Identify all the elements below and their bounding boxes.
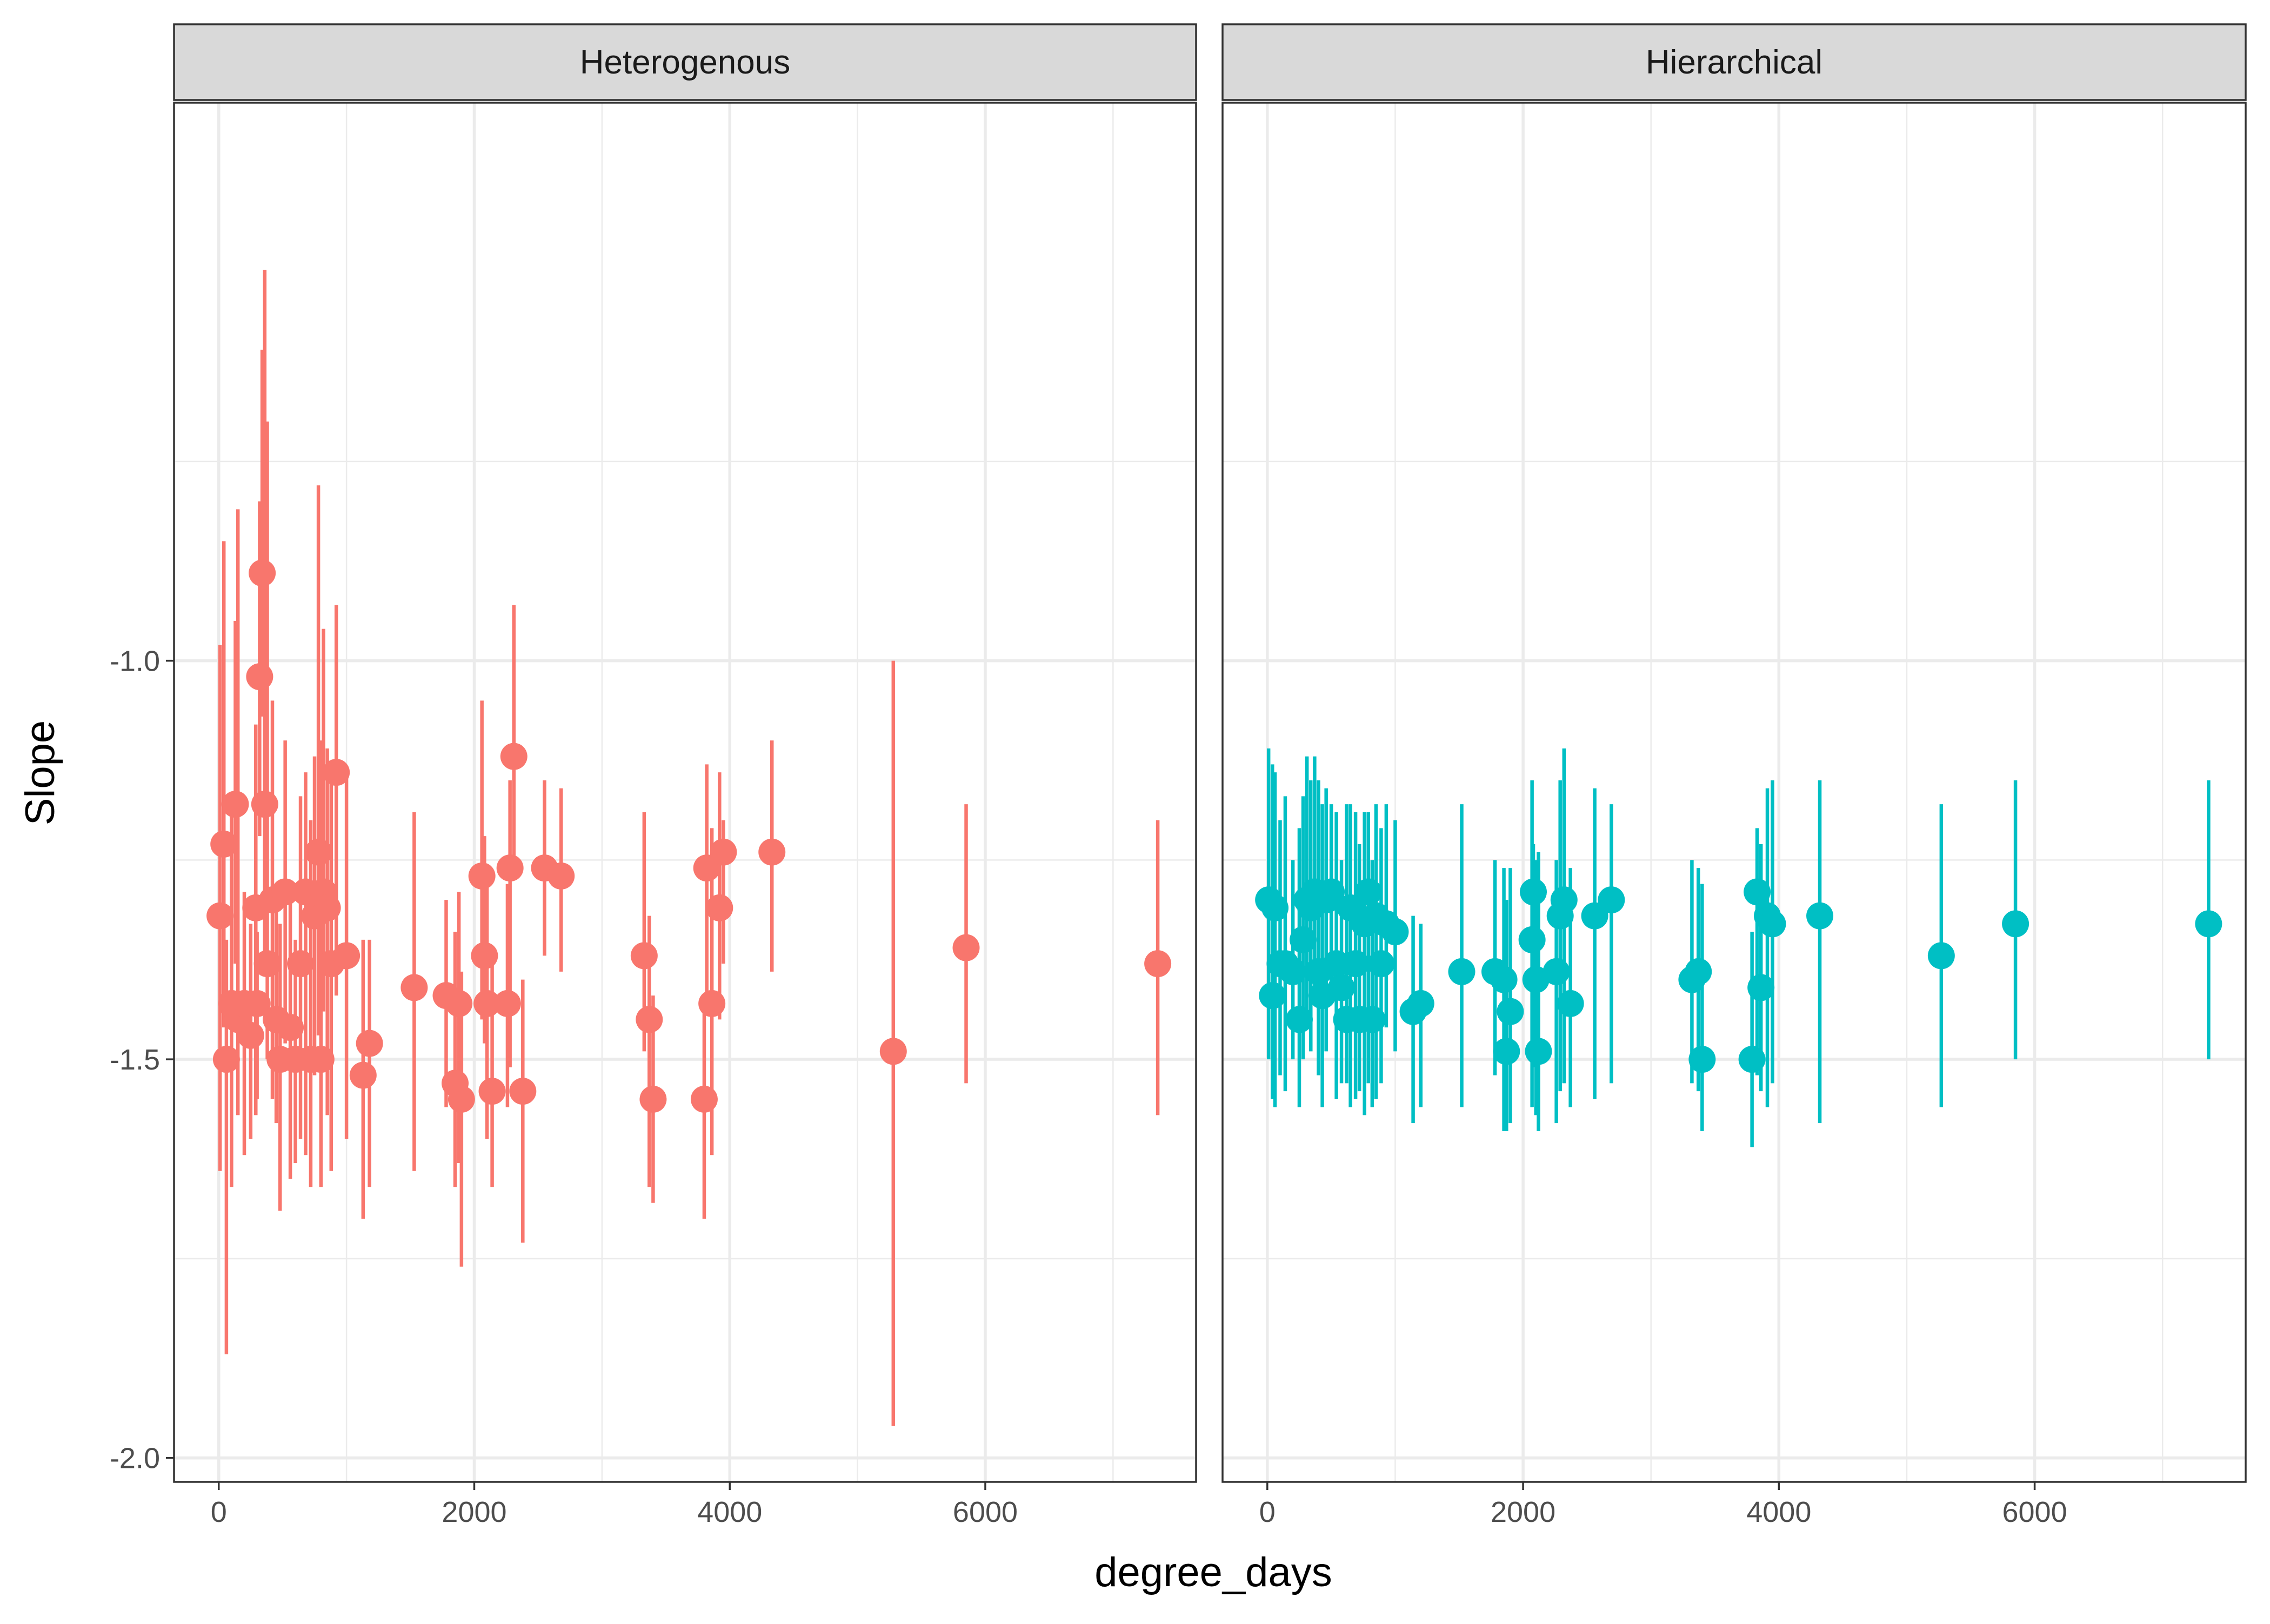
data-point (206, 903, 233, 930)
data-point (1290, 926, 1317, 953)
data-point (1551, 886, 1578, 913)
facet-strip-label: Hierarchical (1646, 44, 1822, 81)
x-tick-label: 2000 (1491, 1496, 1555, 1528)
data-point (314, 894, 341, 921)
data-point (1557, 990, 1584, 1017)
data-point (1259, 982, 1286, 1009)
panel-background (1223, 103, 2246, 1482)
data-point (880, 1038, 907, 1065)
data-point (1359, 1006, 1386, 1033)
data-point (305, 839, 332, 866)
data-point (251, 791, 278, 818)
data-point (1747, 974, 1774, 1001)
data-point (548, 863, 575, 890)
data-point (1685, 958, 1712, 985)
data-point (1543, 958, 1570, 985)
data-point (494, 990, 521, 1017)
y-tick-label: -1.5 (110, 1044, 160, 1076)
data-point (631, 942, 658, 969)
data-point (497, 854, 524, 881)
data-point (2002, 910, 2029, 937)
data-point (1144, 950, 1171, 977)
y-tick-label: -2.0 (110, 1442, 160, 1475)
x-tick-label: 6000 (953, 1496, 1018, 1528)
data-point (1328, 974, 1355, 1001)
data-point (758, 839, 785, 866)
data-point (237, 1022, 264, 1049)
data-point (1525, 1038, 1552, 1065)
data-point (1928, 942, 1955, 969)
data-point (1448, 958, 1475, 985)
panel-heterogenous: Heterogenous 0 2000 4000 6000 -2.0 -1.5 -1.0 (110, 24, 1196, 1528)
data-point (710, 839, 737, 866)
data-point (471, 942, 498, 969)
data-point (1367, 950, 1394, 977)
data-point (1381, 918, 1408, 945)
data-point (1407, 990, 1434, 1017)
data-point (333, 942, 360, 969)
data-point (249, 559, 276, 586)
x-tick-label: 0 (211, 1496, 227, 1528)
data-point (213, 1046, 240, 1073)
data-point (479, 1078, 506, 1105)
data-point (469, 863, 496, 890)
data-point (448, 1086, 475, 1113)
data-point (246, 663, 273, 690)
data-point (287, 950, 314, 977)
data-point (698, 990, 725, 1017)
panel-hierarchical: Hierarchical 0 2000 4000 6000 (1223, 24, 2246, 1528)
data-point (1519, 926, 1546, 953)
data-point (2195, 910, 2222, 937)
data-point (1520, 878, 1547, 905)
x-tick-label: 0 (1259, 1496, 1276, 1528)
data-point (277, 1014, 304, 1041)
data-point (1342, 950, 1369, 977)
data-point (1286, 1006, 1313, 1033)
data-point (356, 1030, 383, 1057)
data-point (1491, 966, 1518, 993)
data-point (222, 791, 249, 818)
data-point (1261, 894, 1288, 921)
data-point (706, 894, 733, 921)
data-point (1744, 878, 1771, 905)
data-point (1279, 958, 1306, 985)
data-point (323, 759, 350, 786)
data-point (691, 1086, 718, 1113)
data-point (1806, 903, 1833, 930)
data-point (1739, 1046, 1766, 1073)
x-tick-label: 6000 (2002, 1496, 2067, 1528)
data-point (350, 1062, 377, 1089)
data-point (1598, 886, 1625, 913)
x-axis-title: degree_days (1094, 1549, 1332, 1595)
data-point (254, 950, 281, 977)
data-point (1759, 910, 1786, 937)
y-tick-label: -1.0 (110, 645, 160, 678)
data-point (445, 990, 472, 1017)
data-point (1497, 998, 1524, 1025)
data-point (210, 831, 237, 858)
x-tick-label: 4000 (1746, 1496, 1811, 1528)
x-tick-label: 2000 (442, 1496, 506, 1528)
y-axis-title: Slope (17, 720, 63, 825)
data-point (400, 974, 428, 1001)
data-point (509, 1078, 536, 1105)
data-point (500, 743, 528, 770)
data-point (308, 1046, 335, 1073)
facet-strip-label: Heterogenous (580, 44, 791, 81)
data-point (953, 934, 980, 961)
data-point (1355, 878, 1382, 905)
data-point (636, 1006, 663, 1033)
data-point (1493, 1038, 1520, 1065)
x-tick-label: 4000 (697, 1496, 762, 1528)
data-point (639, 1086, 666, 1113)
data-point (1688, 1046, 1715, 1073)
